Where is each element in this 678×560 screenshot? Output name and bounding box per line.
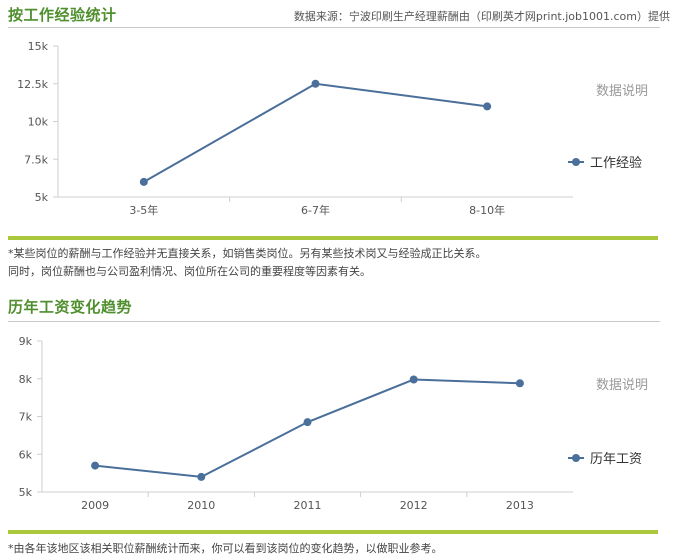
legend-marker xyxy=(572,158,580,166)
x-tick-label: 2010 xyxy=(187,499,215,512)
y-tick-label: 8k xyxy=(19,373,33,386)
x-tick-label: 3-5年 xyxy=(129,203,158,217)
chart-note: *由各年该地区该相关职位薪酬统计而来，你可以看到该岗位的变化趋势，以做职业参考。 xyxy=(8,542,443,555)
y-tick-label: 7.5k xyxy=(24,153,48,166)
y-tick-label: 12.5k xyxy=(17,78,48,91)
x-tick-label: 2009 xyxy=(81,499,109,512)
y-tick-label: 10k xyxy=(28,116,49,129)
y-tick-label: 5k xyxy=(19,486,33,499)
x-tick-label: 2012 xyxy=(400,499,428,512)
legend-label: 历年工资 xyxy=(590,452,642,467)
x-tick-label: 8-10年 xyxy=(469,203,505,217)
data-description-label: 数据说明 xyxy=(596,84,648,99)
data-point xyxy=(515,379,524,388)
yearly-salary-line-chart: 5k 6k 7k 8k 9k 2009 2010 2011 2012 2013 历年工资 数据说明 xyxy=(19,335,648,512)
data-point xyxy=(303,418,312,427)
section-divider-bar xyxy=(8,530,658,534)
x-tick-label: 2013 xyxy=(506,499,534,512)
data-point xyxy=(197,472,206,481)
y-tick-label: 5k xyxy=(35,191,49,204)
legend-marker xyxy=(572,454,580,462)
divider xyxy=(8,321,660,322)
series-line xyxy=(94,378,520,478)
data-point xyxy=(311,79,320,88)
y-tick-label: 7k xyxy=(19,411,33,424)
data-point xyxy=(91,461,100,470)
x-tick-label: 6-7年 xyxy=(301,203,330,217)
y-tick-label: 9k xyxy=(19,335,33,348)
y-tick-label: 15k xyxy=(28,40,49,53)
chart-note-line1: *某些岗位的薪酬与工作经验并无直接关系，如销售类岗位。另有某些技术岗又与经验成正… xyxy=(8,247,487,260)
chart-note-line2: 同时，岗位薪酬也与公司盈利情况、岗位所在公司的重要程度等因素有关。 xyxy=(8,265,371,278)
data-point xyxy=(409,375,418,384)
divider xyxy=(8,27,660,28)
data-point xyxy=(483,102,492,111)
x-tick-label: 2011 xyxy=(294,499,322,512)
section-title-trend: 历年工资变化趋势 xyxy=(8,298,133,316)
experience-line-chart: 5k 7.5k 10k 12.5k 15k 3-5年 6-7年 8-10年 工作经验 数据说明 xyxy=(17,40,648,217)
data-point xyxy=(139,177,148,186)
data-source-note: 数据来源：宁波印刷生产经理薪酬由（印刷英才网print.job1001.com）… xyxy=(293,10,670,23)
legend-label: 工作经验 xyxy=(590,155,642,171)
data-description-label: 数据说明 xyxy=(596,378,648,393)
section-divider-bar xyxy=(8,236,658,240)
y-tick-label: 6k xyxy=(19,448,33,461)
page-title: 按工作经验统计 xyxy=(8,6,117,24)
